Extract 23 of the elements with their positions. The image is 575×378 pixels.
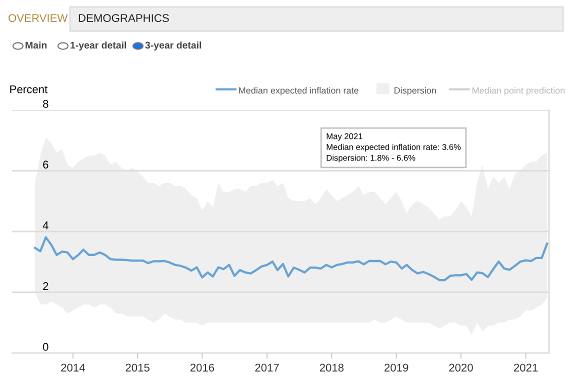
text: OVERVIEW — [8, 14, 68, 22]
y-axis-title: Percent — [10, 85, 48, 94]
text: Median point prediction — [472, 87, 565, 96]
x-tick-label: 2019 — [384, 364, 408, 372]
y-tick-label: 6 — [43, 160, 48, 169]
text: Main — [26, 41, 47, 49]
x-tick-label: 2018 — [320, 364, 344, 372]
x-tick-label: 2021 — [514, 364, 538, 372]
legend-label: Median expected inflation rate — [239, 87, 358, 96]
text: 3-year detail — [145, 41, 202, 51]
text: DEMOGRAPHICS — [78, 14, 169, 22]
text: Dispersion — [394, 87, 436, 96]
y-tick-label: 8 — [43, 100, 48, 108]
x-tick-label: 2015 — [126, 364, 150, 372]
y-tick-label: 2 — [43, 282, 48, 290]
y-tick-label: 4 — [42, 222, 48, 230]
text: 1-year detail — [70, 41, 126, 51]
y-tick-label: 0 — [42, 342, 48, 351]
x-tick-label: 2020 — [449, 364, 473, 372]
x-tick-label: 2016 — [190, 364, 214, 372]
x-tick-label: 2014 — [61, 364, 85, 372]
x-tick-label: 2017 — [255, 364, 279, 372]
annotation: May 2021 Median expected inflation rate: 3.6% Dispersion: 1.8% - 6.6% — [326, 133, 461, 162]
